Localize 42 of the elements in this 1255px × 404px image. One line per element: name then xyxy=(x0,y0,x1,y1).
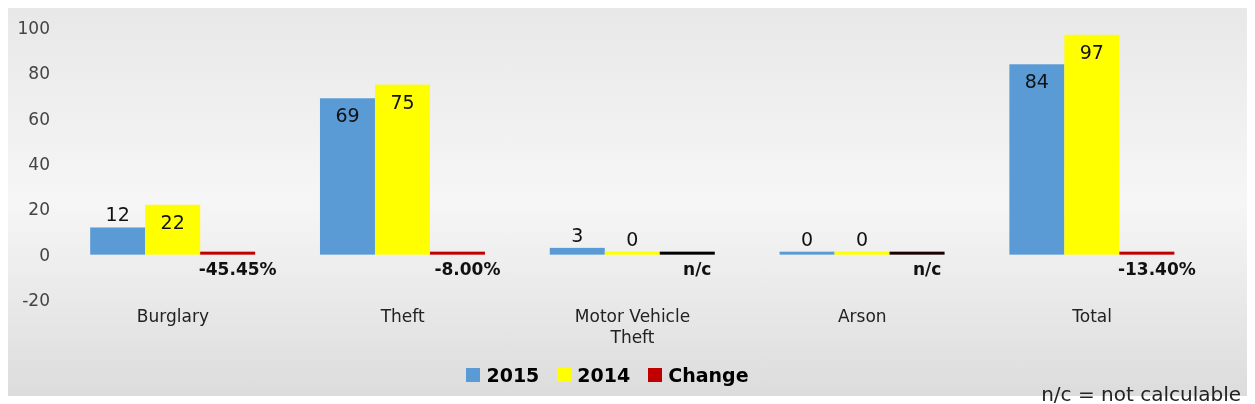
data-label: -45.45% xyxy=(198,258,277,279)
y-tick-label: 20 xyxy=(28,199,50,220)
bar xyxy=(429,251,485,255)
bar xyxy=(145,204,201,255)
data-label: -13.40% xyxy=(1117,258,1196,279)
data-label: 22 xyxy=(160,210,185,233)
bar xyxy=(834,251,890,255)
data-label: -8.00% xyxy=(434,258,501,279)
data-label: 0 xyxy=(626,227,639,250)
data-label: 97 xyxy=(1079,40,1104,63)
y-tick-label: 80 xyxy=(28,63,50,84)
bar xyxy=(1064,34,1120,255)
x-tick-label: Burglary xyxy=(136,306,209,326)
data-label: n/c xyxy=(912,258,942,279)
y-tick-label: -20 xyxy=(22,290,50,311)
data-label: 69 xyxy=(335,104,360,127)
y-tick-label: 100 xyxy=(17,18,50,39)
bar xyxy=(200,251,256,255)
data-label: 12 xyxy=(105,203,130,226)
bar xyxy=(374,84,430,255)
x-tick-label: Arson xyxy=(837,306,887,326)
legend-label: Change xyxy=(668,364,749,386)
legend-label: 2015 xyxy=(486,364,540,386)
bar xyxy=(779,251,835,255)
data-label: n/c xyxy=(683,258,712,279)
bar xyxy=(1009,64,1065,255)
data-label: 0 xyxy=(856,227,869,250)
bar xyxy=(604,251,660,255)
x-tick-label: Motor Vehicle Theft xyxy=(574,306,691,347)
bar xyxy=(319,98,375,255)
text: n/c = not calculable xyxy=(1041,382,1241,404)
data-label: 75 xyxy=(390,90,415,113)
y-tick-label: 0 xyxy=(39,244,50,265)
x-tick-label: Total xyxy=(1071,306,1112,326)
data-label: 0 xyxy=(801,227,814,250)
data-label: 84 xyxy=(1024,70,1049,93)
y-tick-label: 40 xyxy=(28,154,50,175)
data-label: 3 xyxy=(571,223,584,246)
legend-label: 2014 xyxy=(577,364,631,386)
bar xyxy=(1119,251,1175,255)
x-tick-label: Theft xyxy=(379,306,426,326)
y-tick-label: 60 xyxy=(28,108,50,129)
